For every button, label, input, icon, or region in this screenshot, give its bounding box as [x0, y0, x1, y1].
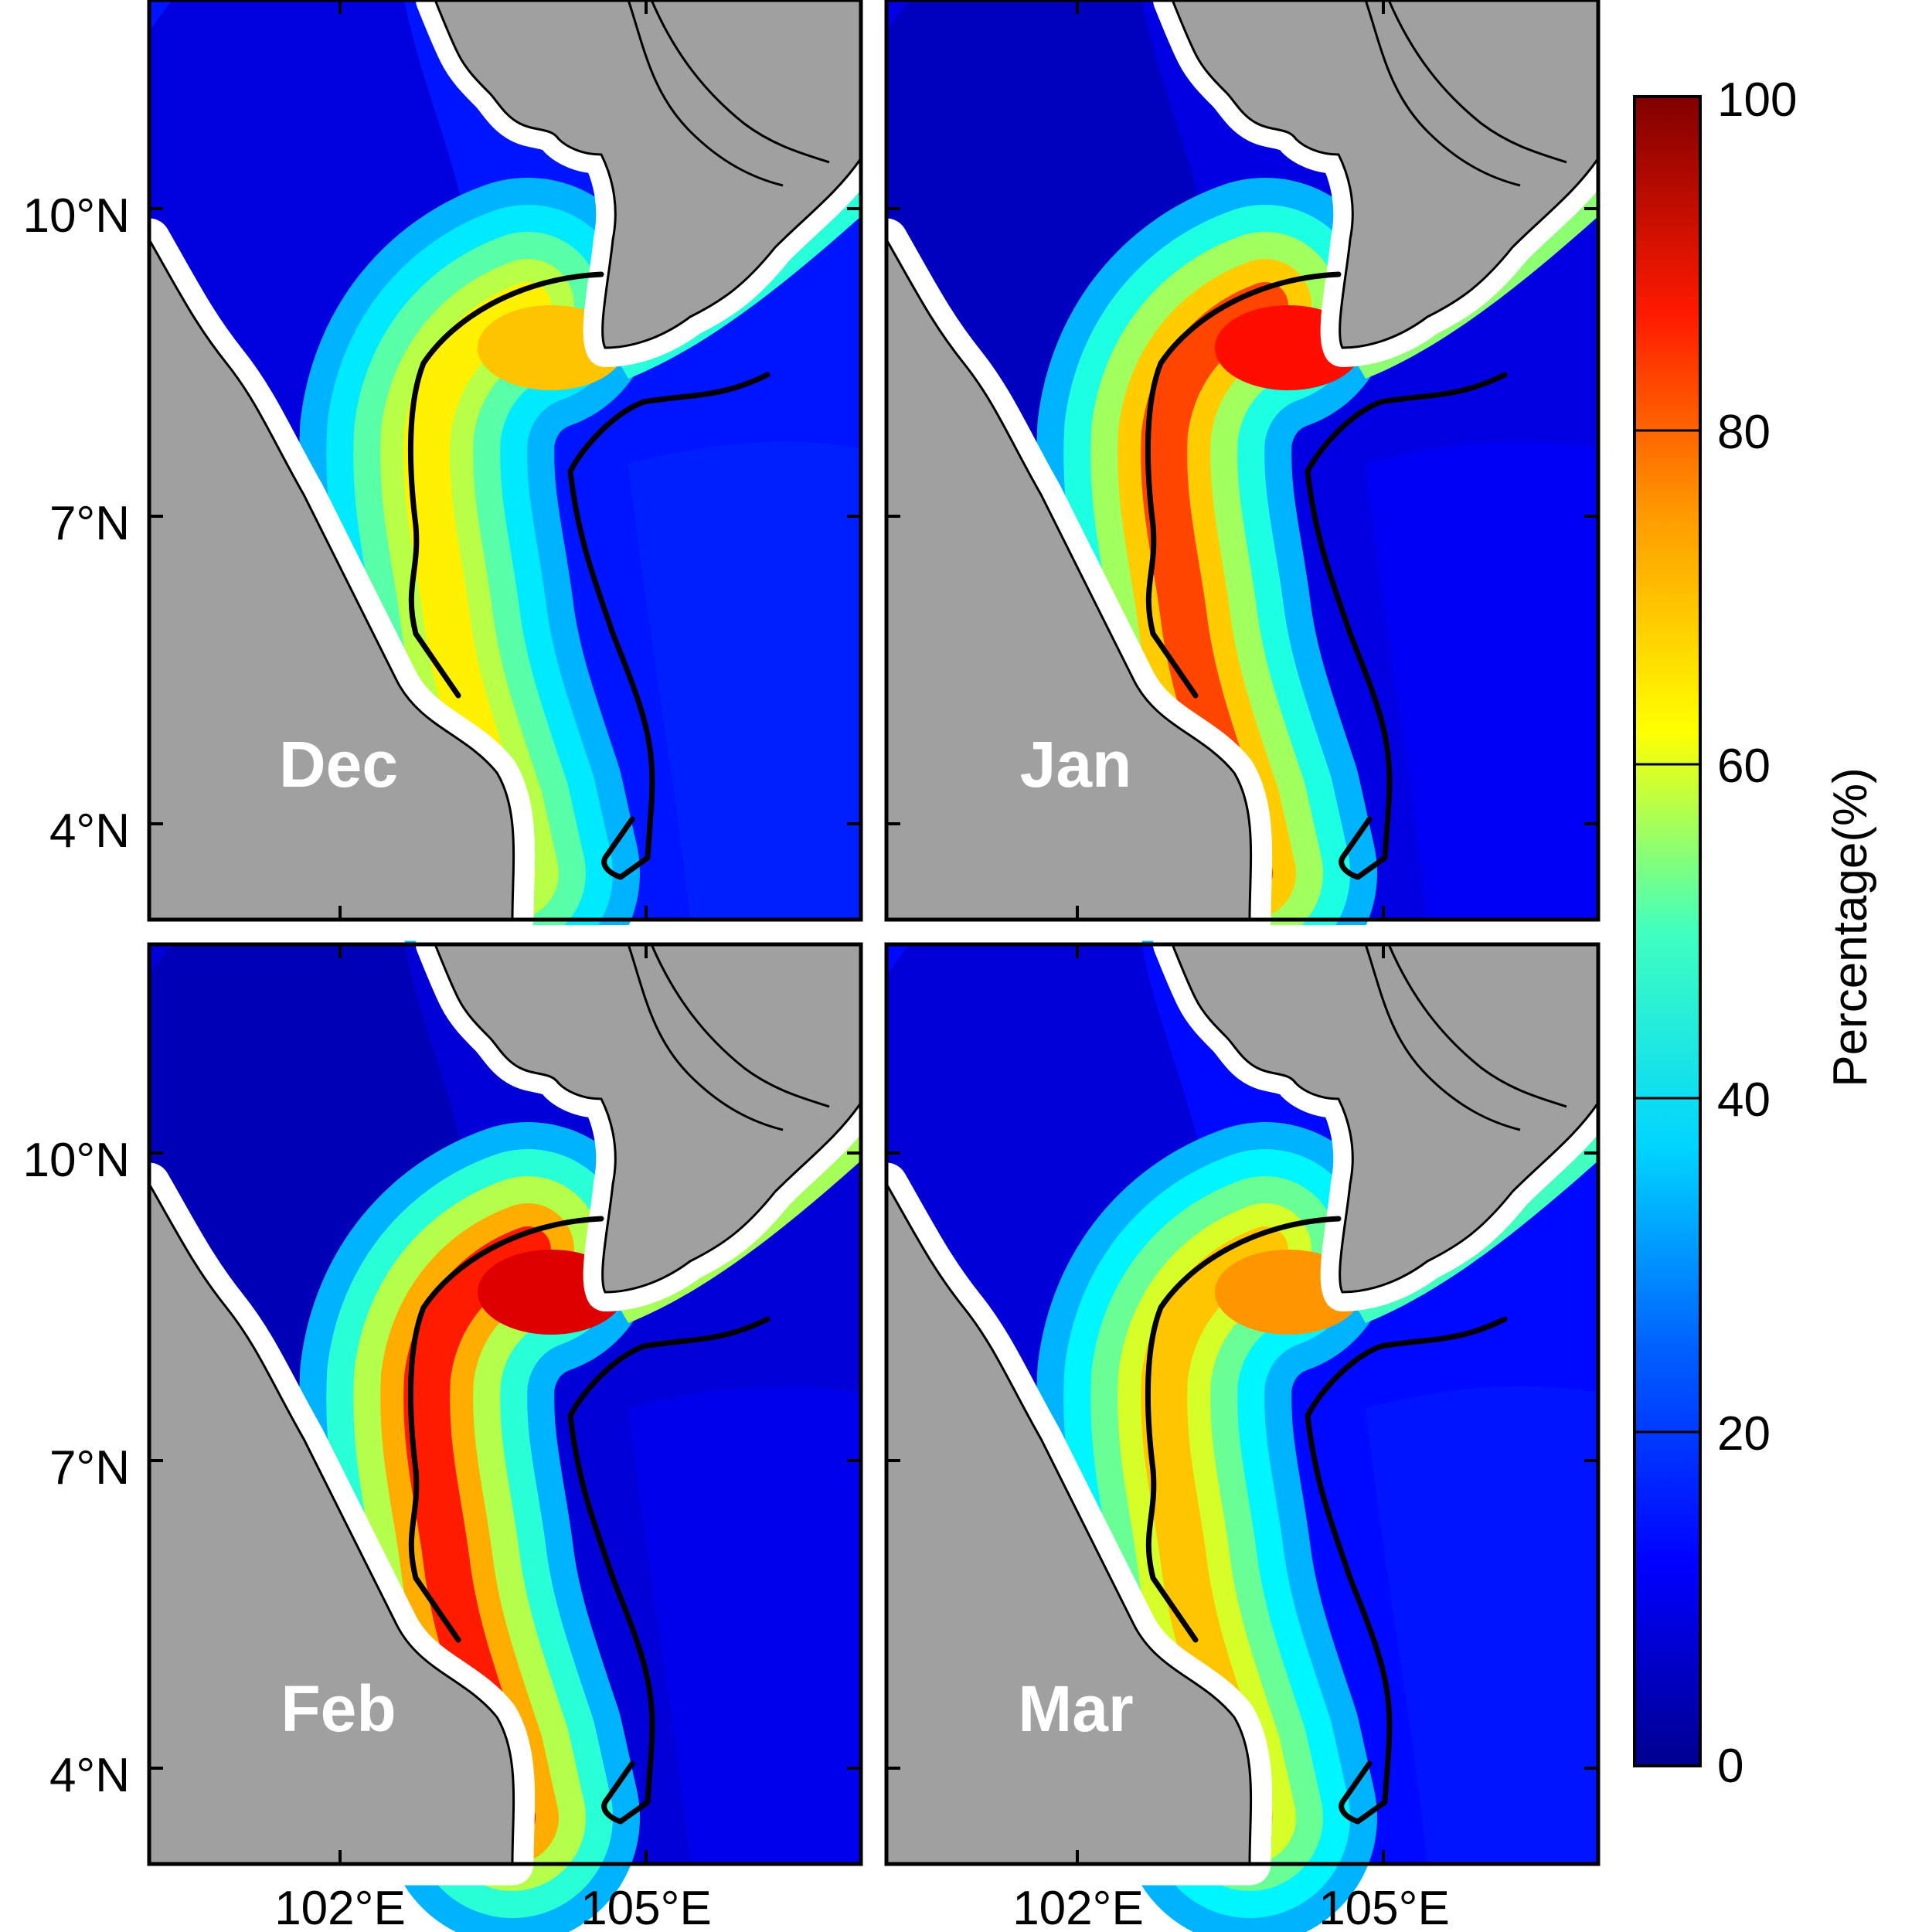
river	[650, 944, 830, 1108]
open-sea	[1366, 1386, 1598, 1864]
current-boundary-east	[567, 1316, 771, 1825]
current-band-layer-4	[1141, 1226, 1288, 1841]
open-sea	[628, 441, 861, 920]
river	[627, 0, 784, 187]
land-indochina	[433, 943, 862, 1294]
cb-tick-20: 20	[1717, 1407, 1771, 1461]
land-indochina	[1171, 0, 1600, 349]
cb-tick-0: 0	[1717, 1740, 1743, 1793]
panel-frame	[147, 0, 863, 922]
river	[1387, 0, 1567, 164]
lon-tick-102e-right: 102°E	[1012, 1882, 1144, 1932]
open-sea	[1366, 441, 1598, 920]
lat-tick-4n-bottom: 4°N	[49, 1749, 130, 1802]
river	[1387, 944, 1567, 1108]
current-band-layer-4	[403, 1226, 551, 1841]
lat-tick-4n-top: 4°N	[49, 804, 130, 858]
panel-frame	[884, 0, 1601, 922]
land-indochina	[434, 0, 862, 349]
lon-tick-105e-right: 105°E	[1318, 1882, 1450, 1932]
panel-jan: Jan	[865, 0, 1618, 1001]
land-malay-peninsula	[885, 1179, 1253, 1866]
current-boundary-west	[407, 271, 604, 699]
lat-tick-7n-bottom: 7°N	[49, 1441, 130, 1495]
current-boundary-west	[407, 1216, 604, 1643]
current-boundary-east	[1305, 372, 1508, 880]
cb-tick-80: 80	[1717, 406, 1771, 459]
river	[1364, 0, 1521, 187]
colorbar: 100 80 60 40 20 0 Percentage(%)	[1633, 73, 1877, 1793]
current-boundary-west	[1145, 271, 1342, 699]
open-sea	[628, 1386, 861, 1864]
month-label: Jan	[1020, 728, 1132, 801]
cb-tick-60: 60	[1717, 740, 1771, 793]
current-band-layer-4	[1141, 282, 1288, 896]
land-malay-peninsula	[885, 235, 1253, 921]
lat-tick-7n-top: 7°N	[49, 497, 130, 550]
river	[650, 0, 830, 164]
lat-tick-10n-top: 10°N	[22, 189, 130, 243]
panel-feb: Feb	[128, 925, 880, 1932]
river	[1364, 944, 1521, 1131]
land-malay-peninsula	[148, 1179, 515, 1866]
lon-tick-105e-left: 105°E	[580, 1882, 712, 1932]
month-label: Feb	[281, 1672, 396, 1745]
panel-frame	[884, 942, 1601, 1866]
panel-frame	[147, 942, 863, 1866]
month-label: Dec	[279, 728, 398, 801]
current-boundary-east	[567, 372, 771, 880]
current-boundary-west	[1145, 1216, 1342, 1643]
lon-tick-102e-left: 102°E	[274, 1882, 406, 1932]
current-band-layer-4	[403, 282, 551, 896]
land-malay-peninsula	[148, 235, 515, 921]
panel-dec: Dec	[128, 0, 880, 1001]
river	[627, 944, 784, 1131]
colorbar-ramp	[1633, 95, 1702, 1767]
cb-tick-40: 40	[1717, 1073, 1771, 1127]
cb-tick-100: 100	[1717, 73, 1797, 127]
current-boundary-east	[1305, 1316, 1508, 1825]
month-label: Mar	[1018, 1672, 1133, 1745]
panel-mar: Mar	[865, 925, 1618, 1932]
colorbar-title: Percentage(%)	[1824, 767, 1877, 1087]
land-indochina	[1170, 943, 1600, 1294]
lat-tick-10n-bottom: 10°N	[22, 1134, 130, 1187]
